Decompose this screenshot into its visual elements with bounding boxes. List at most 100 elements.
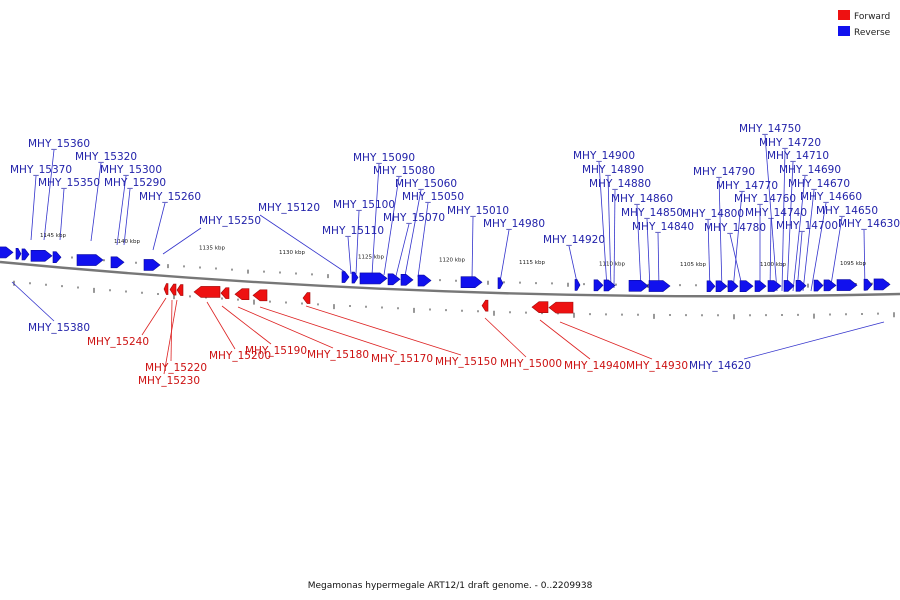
gene-label-mhy-15010[interactable]: MHY_15010 [447,205,509,217]
gene-label-mhy-14860[interactable]: MHY_14860 [611,193,673,205]
gene-arrow-reverse[interactable] [497,277,504,289]
gene-arrow-forward[interactable] [193,286,221,298]
gene-label-mhy-15000[interactable]: MHY_15000 [500,358,562,370]
gene-arrow-forward[interactable] [548,301,574,314]
gene-arrow-forward[interactable] [176,284,184,296]
gene-label-mhy-15260[interactable]: MHY_15260 [139,191,201,203]
gene-label-mhy-15290[interactable]: MHY_15290 [104,177,166,189]
gene-arrow-reverse[interactable] [341,271,350,283]
gene-label-mhy-15090[interactable]: MHY_15090 [353,152,415,164]
gene-label-mhy-14780[interactable]: MHY_14780 [704,222,766,234]
gene-label-mhy-15100[interactable]: MHY_15100 [333,199,395,211]
gene-arrow-reverse[interactable] [21,248,30,261]
gene-label-mhy-14650[interactable]: MHY_14650 [816,205,878,217]
gene-arrow-forward[interactable] [163,283,169,295]
gene-label-mhy-15110[interactable]: MHY_15110 [322,225,384,237]
gene-label-mhy-15370[interactable]: MHY_15370 [10,164,72,176]
gene-arrow-reverse[interactable] [351,271,359,284]
gene-label-mhy-14790[interactable]: MHY_14790 [693,166,755,178]
gene-arrow-reverse[interactable] [823,279,837,292]
gene-label-mhy-15080[interactable]: MHY_15080 [373,165,435,177]
gene-label-mhy-15150[interactable]: MHY_15150 [435,356,497,368]
gene-arrow-reverse[interactable] [15,247,22,260]
gene-arrow-reverse[interactable] [783,280,795,292]
gene-label-mhy-14710[interactable]: MHY_14710 [767,150,829,162]
gene-arrow-forward[interactable] [481,299,489,312]
gene-label-mhy-14760[interactable]: MHY_14760 [734,193,796,205]
gene-arrow-reverse[interactable] [574,279,581,291]
gene-label-mhy-14630[interactable]: MHY_14630 [838,218,900,230]
gene-label-mhy-15060[interactable]: MHY_15060 [395,178,457,190]
gene-arrow-reverse[interactable] [460,276,483,289]
gene-arrow-reverse[interactable] [706,280,716,293]
gene-label-mhy-14840[interactable]: MHY_14840 [632,221,694,233]
gene-arrow-reverse[interactable] [387,273,401,286]
leader-line [646,218,651,290]
gene-arrow-reverse[interactable] [603,279,616,292]
gene-label-mhy-15170[interactable]: MHY_15170 [371,353,433,365]
gene-label-mhy-14690[interactable]: MHY_14690 [779,164,841,176]
gene-labels: MHY_15360MHY_15370MHY_15350MHY_15320MHY_… [10,123,900,387]
gene-arrow-reverse[interactable] [754,280,767,292]
gene-label-mhy-14930[interactable]: MHY_14930 [626,360,688,372]
gene-arrow-forward[interactable] [169,283,177,296]
gene-label-mhy-14980[interactable]: MHY_14980 [483,218,545,230]
gene-label-mhy-14740[interactable]: MHY_14740 [745,207,807,219]
gene-label-mhy-14900[interactable]: MHY_14900 [573,150,635,162]
gene-arrow-reverse[interactable] [143,259,161,271]
gene-label-mhy-15180[interactable]: MHY_15180 [307,349,369,361]
gene-arrow-forward[interactable] [220,287,230,299]
gene-arrow-forward[interactable] [234,288,250,301]
gene-arrow-forward[interactable] [252,289,268,302]
gene-arrow-forward[interactable] [531,301,549,313]
gene-arrow-reverse[interactable] [648,280,671,292]
gene-label-mhy-14750[interactable]: MHY_14750 [739,123,801,135]
gene-label-mhy-15320[interactable]: MHY_15320 [75,151,137,163]
gene-label-mhy-14800[interactable]: MHY_14800 [682,208,744,220]
gene-arrow-forward[interactable] [302,292,311,304]
gene-label-mhy-14940[interactable]: MHY_14940 [564,360,626,372]
gene-label-mhy-14720[interactable]: MHY_14720 [759,137,821,149]
gene-arrow-reverse[interactable] [767,280,782,292]
gene-label-mhy-15350[interactable]: MHY_15350 [38,177,100,189]
gene-label-mhy-15380[interactable]: MHY_15380 [28,322,90,334]
gene-arrow-reverse[interactable] [813,279,824,292]
gene-label-mhy-15230[interactable]: MHY_15230 [138,375,200,387]
gene-label-mhy-15250[interactable]: MHY_15250 [199,215,261,227]
gene-arrow-reverse[interactable] [873,278,891,291]
gene-arrow-reverse[interactable] [727,280,739,293]
gene-label-mhy-15220[interactable]: MHY_15220 [145,362,207,374]
gene-arrow-reverse[interactable] [76,254,104,266]
gene-label-mhy-14700[interactable]: MHY_14700 [776,220,838,232]
gene-label-mhy-15070[interactable]: MHY_15070 [383,212,445,224]
gene-arrow-reverse[interactable] [863,278,873,291]
gene-label-mhy-14880[interactable]: MHY_14880 [589,178,651,190]
gene-label-mhy-15190[interactable]: MHY_15190 [245,345,307,357]
gene-label-mhy-14890[interactable]: MHY_14890 [582,164,644,176]
gene-label-mhy-14670[interactable]: MHY_14670 [788,178,850,190]
gene-label-mhy-15360[interactable]: MHY_15360 [28,138,90,150]
gene-label-mhy-14770[interactable]: MHY_14770 [716,180,778,192]
gene-label-mhy-14920[interactable]: MHY_14920 [543,234,605,246]
gene-arrow-reverse[interactable] [836,279,858,291]
gene-arrow-reverse[interactable] [417,274,432,287]
gene-label-mhy-14620[interactable]: MHY_14620 [689,360,751,372]
gene-label-mhy-15240[interactable]: MHY_15240 [87,336,149,348]
gene-arrow-reverse[interactable] [739,280,754,292]
gene-label-mhy-15050[interactable]: MHY_15050 [402,191,464,203]
gene-label-mhy-14850[interactable]: MHY_14850 [621,207,683,219]
gene-label-mhy-15300[interactable]: MHY_15300 [100,164,162,176]
gene-arrow-reverse[interactable] [359,272,388,285]
gene-arrow-reverse[interactable] [628,280,649,292]
gene-arrow-reverse[interactable] [715,280,728,293]
gene-arrow-reverse[interactable] [0,246,14,259]
gene-arrow-reverse[interactable] [593,279,604,292]
gene-arrow-reverse[interactable] [110,256,125,269]
gene-label-mhy-15120[interactable]: MHY_15120 [258,202,320,214]
gene-arrow-reverse[interactable] [795,279,807,292]
gene-arrow-reverse[interactable] [52,251,62,264]
gene-arrow-reverse[interactable] [30,250,53,262]
gene-label-mhy-15200[interactable]: MHY_15200 [209,350,271,362]
gene-arrow-reverse[interactable] [400,274,414,286]
gene-label-mhy-14660[interactable]: MHY_14660 [800,191,862,203]
